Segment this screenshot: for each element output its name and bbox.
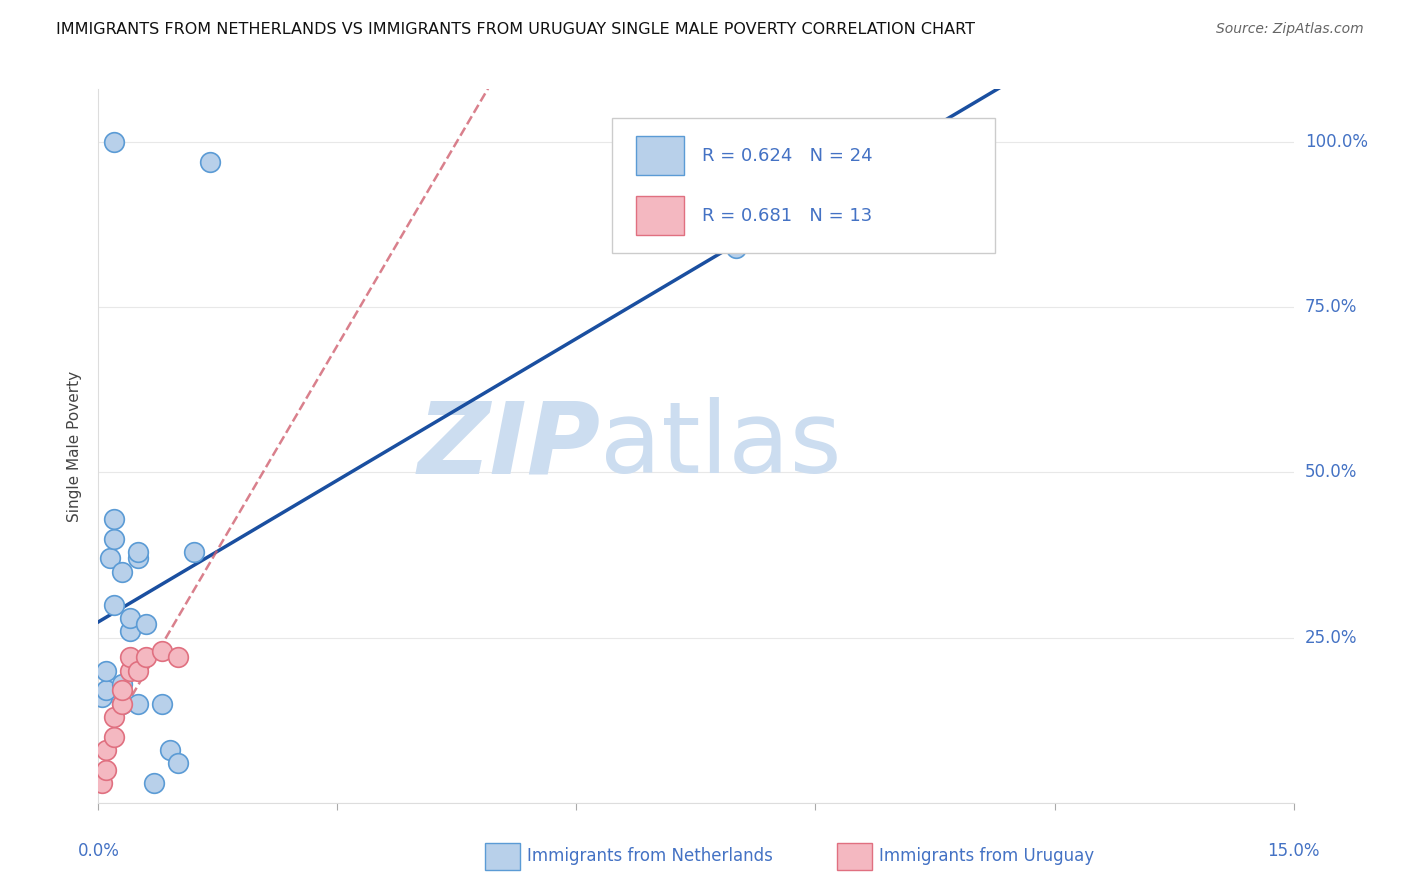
Point [120,624,142,638]
Y-axis label: Single Male Poverty: Single Male Poverty [67,370,83,522]
FancyBboxPatch shape [612,118,994,253]
Text: 100.0%: 100.0% [1305,133,1368,151]
Point [111,683,134,698]
Text: 25.0%: 25.0% [1305,629,1357,647]
Point [724,241,747,255]
Point [103,710,125,724]
Point [198,154,221,169]
Bar [636,136,683,175]
Point [91,776,114,790]
Point [120,650,142,665]
Point [143,776,166,790]
Point [159,743,181,757]
Text: 15.0%: 15.0% [1267,842,1320,860]
Point [127,697,149,711]
Point [127,664,149,678]
Text: atlas: atlas [600,398,842,494]
Point [98,551,122,566]
Point [150,644,173,658]
Text: Immigrants from Netherlands: Immigrants from Netherlands [527,847,773,865]
Point [150,697,173,711]
Bar [636,196,683,235]
Text: R = 0.624   N = 24: R = 0.624 N = 24 [702,146,873,164]
Point [135,617,157,632]
Point [111,677,134,691]
Text: 75.0%: 75.0% [1305,298,1357,317]
Text: R = 0.681   N = 13: R = 0.681 N = 13 [702,207,872,225]
Point [96,664,118,678]
Point [96,763,118,777]
Text: Source: ZipAtlas.com: Source: ZipAtlas.com [1216,22,1364,37]
Point [96,683,118,698]
Point [127,545,149,559]
Text: Immigrants from Uruguay: Immigrants from Uruguay [879,847,1094,865]
Point [103,135,125,149]
Point [91,690,114,704]
Point [167,650,190,665]
Point [111,565,134,579]
Text: IMMIGRANTS FROM NETHERLANDS VS IMMIGRANTS FROM URUGUAY SINGLE MALE POVERTY CORRE: IMMIGRANTS FROM NETHERLANDS VS IMMIGRANT… [56,22,976,37]
Point [111,697,134,711]
Text: 0.0%: 0.0% [77,842,120,860]
Point [103,598,125,612]
Point [111,697,134,711]
Point [167,756,190,771]
Text: ZIP: ZIP [418,398,600,494]
Point [127,551,149,566]
Point [96,743,118,757]
Point [120,664,142,678]
Point [103,532,125,546]
Point [183,545,205,559]
Point [135,650,157,665]
Point [103,730,125,744]
Text: 50.0%: 50.0% [1305,464,1357,482]
Point [103,511,125,525]
Point [120,611,142,625]
